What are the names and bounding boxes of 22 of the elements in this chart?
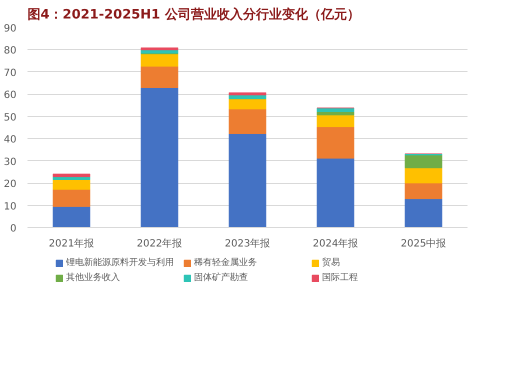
y-tick-label: 50 [4,112,17,124]
chart-title: 图4：2021-2025H1 公司营业收入分行业变化（亿元） [28,6,360,22]
x-tick-label: 2023年报 [224,238,270,250]
legend-label: 锂电新能源原料开发与利用 [66,256,175,269]
y-tick-label: 70 [4,68,17,79]
y-tick-label: 10 [4,201,17,212]
x-tick-label: 2021年报 [48,238,94,250]
y-tick-label: 80 [4,46,17,57]
x-tick-label: 2025中报 [400,238,446,250]
y-tick-label: 40 [4,134,17,146]
y-tick-label: 60 [4,90,17,102]
x-tick-label: 2022年报 [136,238,182,250]
legend-label: 贸易 [322,256,341,269]
x-tick-label: 2024年报 [312,238,358,250]
y-tick-label: 20 [4,179,17,190]
y-tick-label: 30 [4,156,17,168]
y-tick-label: 0 [10,224,17,234]
legend-label: 国际工程 [322,272,359,284]
legend-label: 稀有轻金属业务 [194,256,258,269]
legend-label: 其他业务收入 [66,272,121,284]
y-tick-label: 90 [4,24,17,34]
legend-label: 固体矿产勘查 [194,272,249,284]
